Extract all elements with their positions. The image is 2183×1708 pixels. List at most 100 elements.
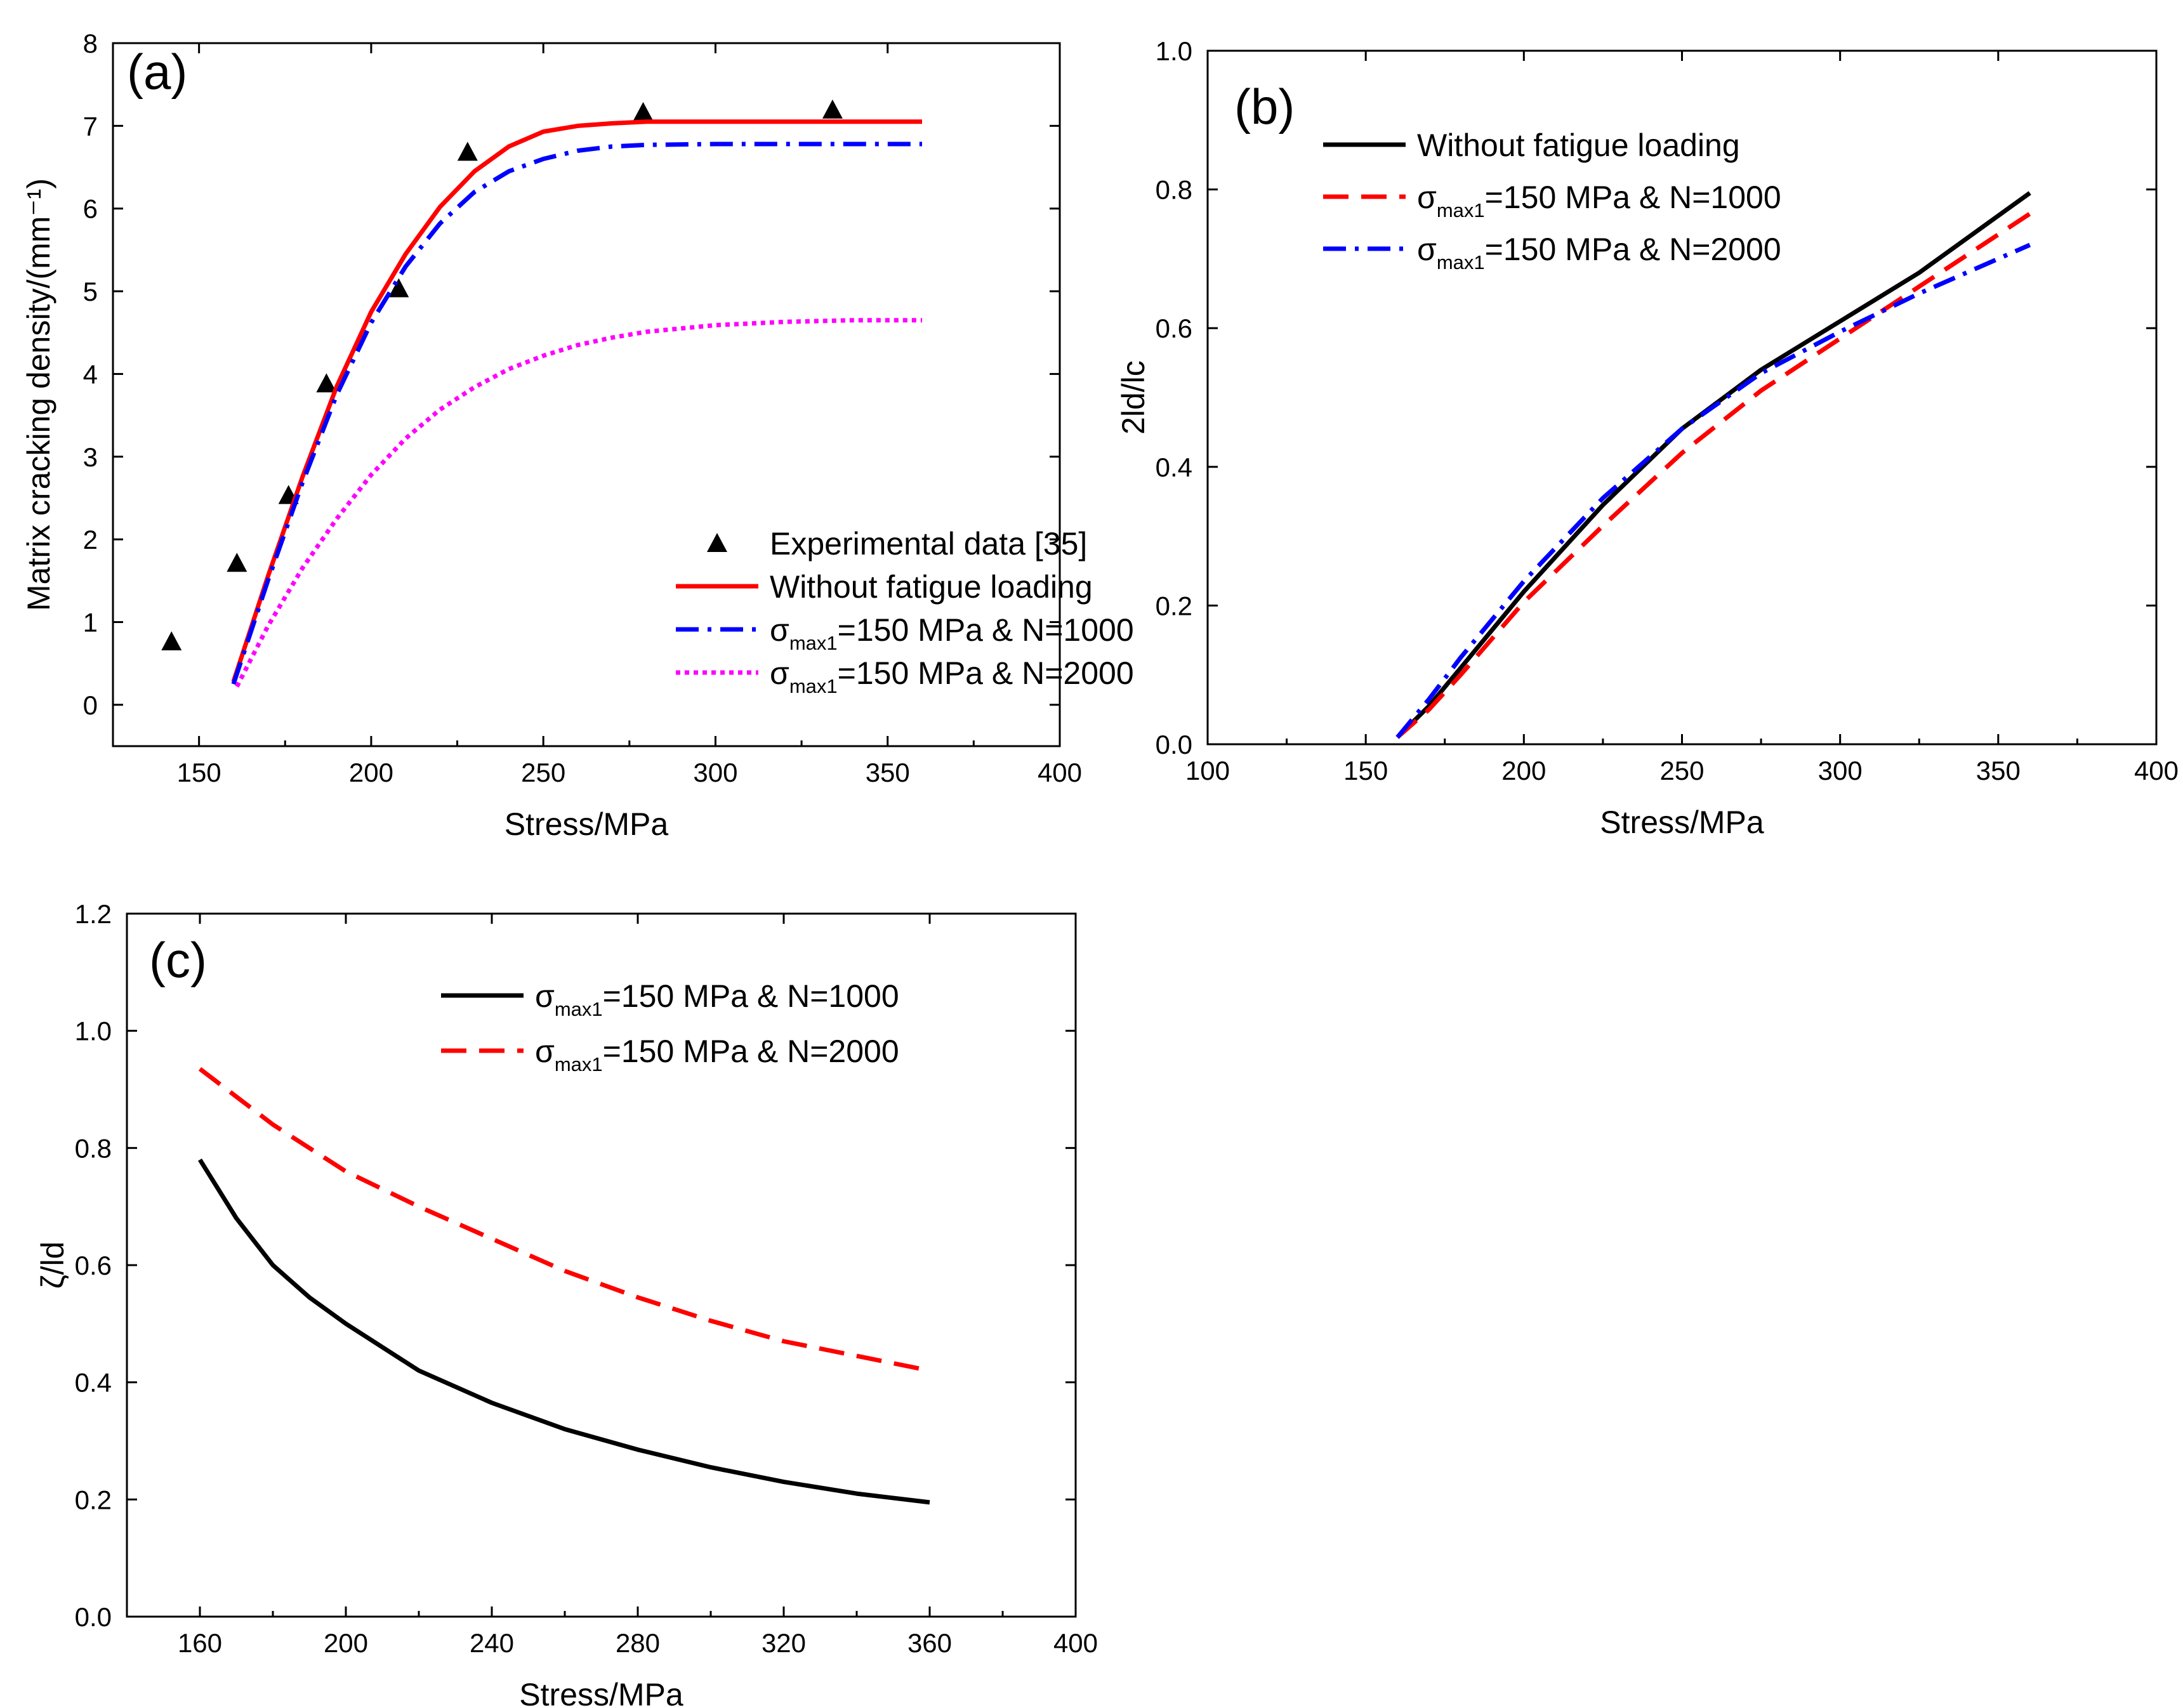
series-line [198, 1158, 930, 1505]
legend-label-rest: =150 MPa & N=1000 [603, 978, 899, 1014]
x-tick-label: 300 [693, 758, 737, 787]
y-tick-label: 0.6 [75, 1251, 112, 1280]
legend-label-subscript: max1 [789, 632, 838, 654]
legend-label: σmax1=150 MPa & N=2000 [770, 655, 1134, 697]
y-tick-label: 2 [83, 525, 98, 555]
legend-label-main: Without fatigue loading [770, 569, 1093, 605]
y-tick-label: 1 [83, 607, 98, 637]
x-tick-label: 350 [1976, 756, 2021, 785]
y-tick-label: 0.8 [75, 1133, 112, 1163]
y-tick-label: 0.6 [1156, 313, 1192, 343]
plot-frame [112, 42, 1061, 747]
y-tick-label: 0.0 [75, 1602, 112, 1632]
data-point-marker [316, 373, 337, 393]
x-tick-label: 200 [349, 758, 393, 787]
y-tick-label: 0.0 [1156, 730, 1192, 759]
y-tick-label: 8 [83, 29, 98, 58]
y-tick-label: 5 [83, 277, 98, 306]
x-axis-label: Stress/MPa [519, 1677, 683, 1708]
panel-label: (c) [149, 932, 207, 988]
y-axis-label: 2ld/lc [1116, 360, 1151, 435]
x-tick-label: 250 [521, 758, 565, 787]
y-tick-label: 0.8 [1156, 175, 1192, 205]
y-tick-label: 6 [83, 194, 98, 224]
panel-label: (a) [127, 44, 187, 100]
data-point-marker [822, 99, 843, 119]
data-point-marker [388, 278, 409, 298]
x-axis-label: Stress/MPa [1600, 805, 1764, 840]
x-tick-label: 200 [324, 1628, 368, 1658]
y-tick-label: 0.4 [75, 1368, 112, 1398]
legend-label-rest: =150 MPa & N=2000 [838, 655, 1134, 691]
legend-label: σmax1=150 MPa & N=2000 [535, 1034, 899, 1075]
legend-label-subscript: max1 [555, 998, 603, 1020]
data-point-marker [161, 631, 182, 651]
x-tick-label: 160 [178, 1628, 222, 1658]
series-line [1395, 242, 2031, 739]
data-point-marker [227, 553, 247, 572]
x-tick-label: 320 [762, 1628, 806, 1658]
y-tick-label: 0.2 [75, 1485, 112, 1514]
series-line [231, 141, 922, 685]
legend-marker [707, 533, 727, 552]
legend-label-main: Experimental data [35] [770, 526, 1087, 562]
x-tick-label: 400 [2134, 756, 2179, 785]
panel-c-zeta-ratio: 160 200 240 280 320 360 400 0.0 0.2 0.4 0.6 0.8 1.0 1… [35, 899, 1098, 1708]
series-line [198, 1067, 930, 1373]
x-tick-label: 400 [1053, 1628, 1098, 1658]
legend-label-main: σ [535, 1034, 555, 1069]
y-tick-label: 0 [83, 690, 98, 720]
legend-label-rest: =150 MPa & N=1000 [838, 612, 1134, 648]
legend-label-subscript: max1 [789, 675, 838, 697]
panel-a-cracking-density: 150 200 250 300 350 400 0 1 2 3 4 5 6 7 8 Stress/MPa Mat… [21, 29, 1134, 842]
y-tick-label: 4 [83, 359, 98, 389]
panel-b-debond-length-ratio: 100 150 200 250 300 350 400 0.0 0.2 0.4 0.6 0.8 1.0 S… [1116, 36, 2179, 840]
legend-label-rest: =150 MPa & N=1000 [1485, 180, 1781, 215]
x-tick-label: 360 [907, 1628, 952, 1658]
series-line [1395, 191, 2031, 739]
legend-label: Without fatigue loading [770, 569, 1093, 605]
legend-label-main: Without fatigue loading [1417, 128, 1740, 163]
legend-label-rest: =150 MPa & N=2000 [1485, 232, 1781, 267]
y-axis-label: ζ/ld [35, 1242, 70, 1289]
legend-label-main: σ [770, 612, 789, 648]
legend-label-main: σ [770, 655, 789, 691]
y-tick-label: 0.4 [1156, 452, 1192, 482]
x-tick-label: 400 [1038, 758, 1082, 787]
series-line [231, 119, 922, 683]
y-tick-label: 1.0 [75, 1016, 112, 1046]
y-tick-label: 3 [83, 442, 98, 472]
y-axis-label: Matrix cracking density/(mm⁻¹) [21, 178, 56, 611]
legend-label-subscript: max1 [1437, 251, 1485, 273]
legend-label: σmax1=150 MPa & N=2000 [1417, 232, 1781, 273]
x-tick-label: 150 [177, 758, 221, 787]
x-tick-label: 150 [1343, 756, 1388, 785]
panel-label: (b) [1234, 79, 1295, 135]
x-tick-label: 280 [616, 1628, 660, 1658]
x-tick-label: 350 [866, 758, 910, 787]
y-tick-label: 1.2 [75, 899, 112, 929]
y-tick-label: 0.2 [1156, 591, 1192, 621]
legend-label: σmax1=150 MPa & N=1000 [535, 978, 899, 1020]
legend-label-main: σ [1417, 180, 1437, 215]
legend-label: σmax1=150 MPa & N=1000 [1417, 180, 1781, 221]
x-tick-label: 240 [470, 1628, 514, 1658]
x-axis-label: Stress/MPa [505, 806, 669, 842]
x-tick-label: 200 [1501, 756, 1546, 785]
y-tick-label: 7 [83, 111, 98, 141]
x-tick-label: 250 [1659, 756, 1704, 785]
legend-label: Without fatigue loading [1417, 128, 1740, 163]
x-tick-label: 300 [1818, 756, 1863, 785]
legend-label-main: σ [1417, 232, 1437, 267]
x-tick-label: 100 [1185, 756, 1230, 785]
legend-label-main: σ [535, 978, 555, 1014]
data-point-marker [633, 102, 654, 121]
legend-label-subscript: max1 [555, 1053, 603, 1075]
legend-label: σmax1=150 MPa & N=1000 [770, 612, 1134, 654]
legend-label-rest: =150 MPa & N=2000 [603, 1034, 899, 1069]
series-line [1395, 211, 2031, 739]
series-line [235, 318, 922, 688]
data-point-marker [457, 141, 478, 161]
y-tick-label: 1.0 [1156, 36, 1192, 66]
